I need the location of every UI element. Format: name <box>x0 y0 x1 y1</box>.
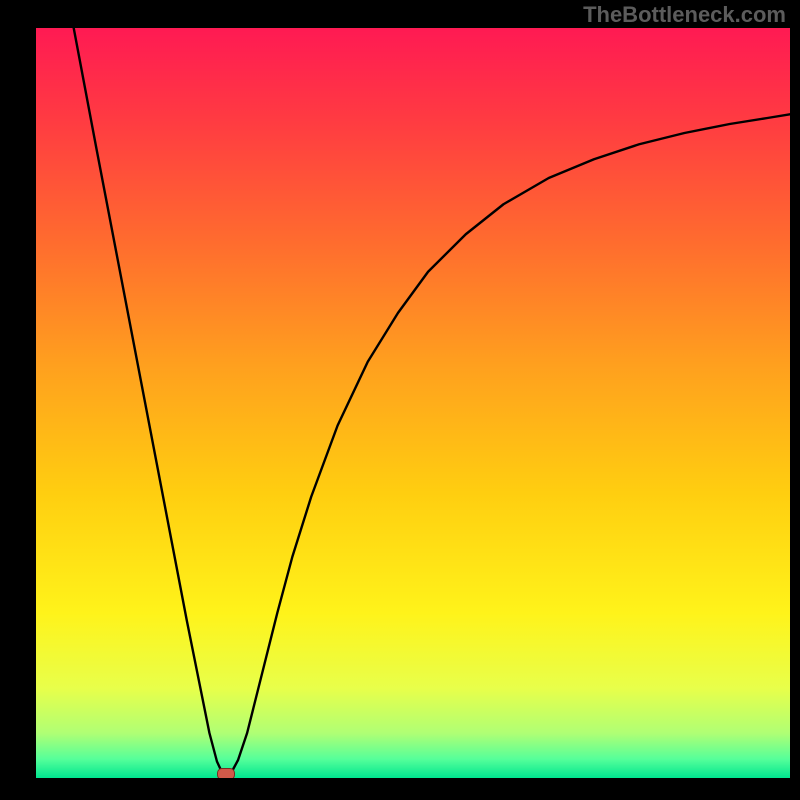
plot-area <box>36 28 790 778</box>
attribution-text: TheBottleneck.com <box>583 2 786 28</box>
bottleneck-curve <box>36 28 790 778</box>
optimal-point-marker <box>217 768 235 779</box>
